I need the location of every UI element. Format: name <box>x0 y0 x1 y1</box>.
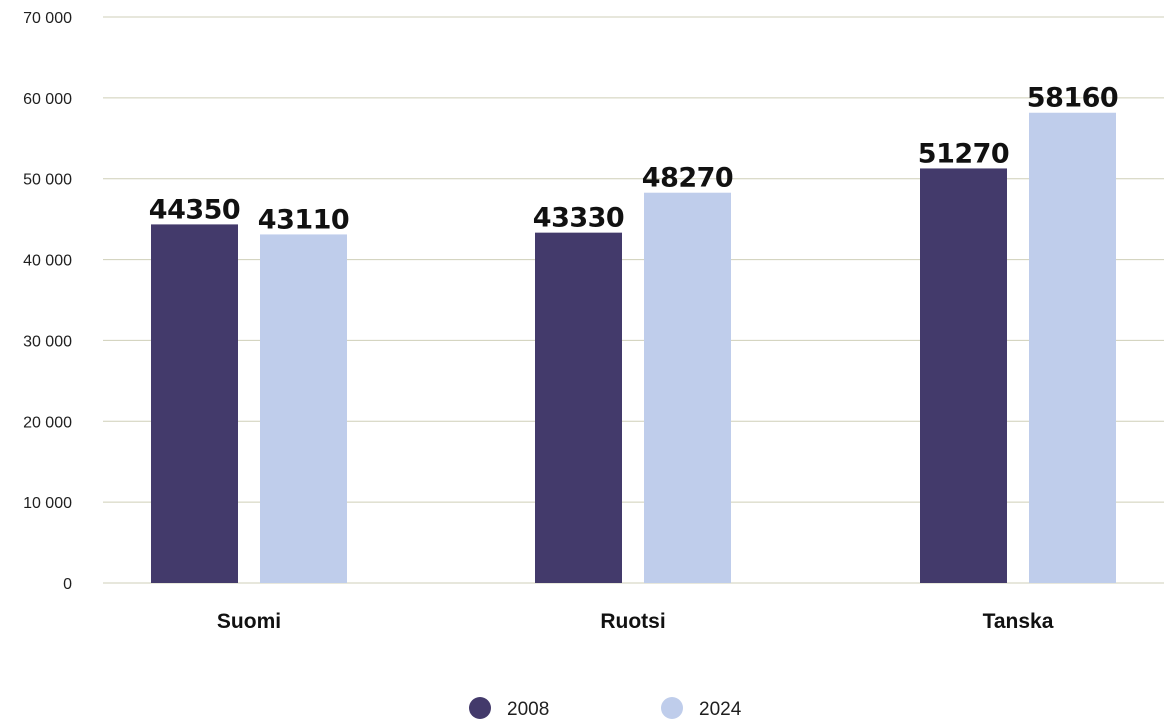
legend-label: 2008 <box>507 699 549 720</box>
y-tick-label: 40 000 <box>23 253 72 270</box>
x-tick-label: Ruotsi <box>600 610 665 633</box>
legend-label: 2024 <box>699 699 742 720</box>
bar-ruotsi-2024 <box>644 192 731 583</box>
bars <box>151 112 1116 584</box>
y-tick-label: 60 000 <box>23 91 72 108</box>
legend: 2008 2024 <box>469 697 742 720</box>
data-label: 58160 <box>1027 83 1118 114</box>
x-axis-ticks: Suomi Ruotsi Tanska <box>217 610 1054 633</box>
bar-tanska-2008 <box>920 168 1007 583</box>
y-tick-label: 30 000 <box>23 333 72 350</box>
data-label: 48270 <box>642 163 733 194</box>
data-label: 44350 <box>149 194 240 225</box>
y-tick-label: 70 000 <box>23 10 72 27</box>
bar-tanska-2024 <box>1029 112 1116 583</box>
data-label: 51270 <box>918 138 1009 169</box>
bar-suomi-2008 <box>151 224 238 584</box>
x-tick-label: Tanska <box>983 610 1054 633</box>
y-axis-ticks: 0 10 000 20 000 30 000 40 000 50 000 60 000 70 … <box>23 10 72 593</box>
y-tick-label: 50 000 <box>23 172 72 189</box>
data-labels: 44350 43110 43330 48270 51270 58160 <box>149 83 1119 236</box>
y-tick-label: 10 000 <box>23 495 72 512</box>
y-tick-label: 20 000 <box>23 414 72 431</box>
bar-ruotsi-2008 <box>535 232 622 583</box>
bar-suomi-2024 <box>260 234 347 583</box>
legend-marker-2008 <box>469 697 491 719</box>
y-tick-label: 0 <box>63 576 72 593</box>
data-label: 43330 <box>533 203 624 234</box>
x-tick-label: Suomi <box>217 610 281 633</box>
legend-marker-2024 <box>661 697 683 719</box>
data-label: 43110 <box>258 204 349 235</box>
